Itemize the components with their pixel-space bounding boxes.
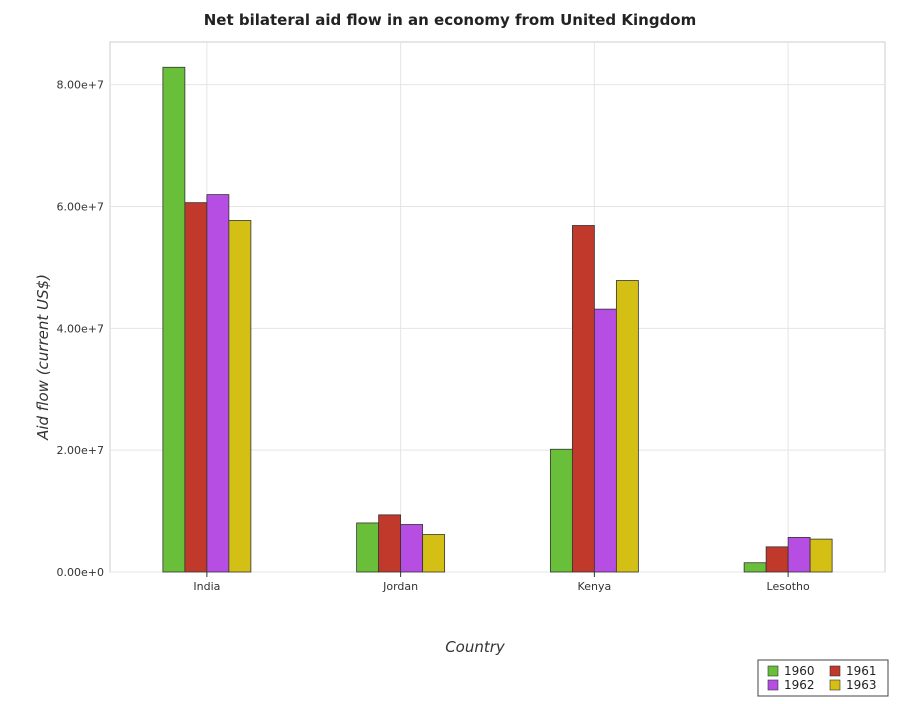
bar-1961-lesotho	[765, 546, 789, 573]
bar-1962-kenya	[593, 308, 617, 573]
bar-1962-india	[206, 194, 230, 573]
legend-swatch-1961	[829, 665, 841, 677]
y-tick-label: 2.00e+7	[57, 444, 104, 457]
legend-swatch-1960	[767, 665, 779, 677]
bar-1963-lesotho	[809, 538, 833, 573]
bar-1961-india	[184, 202, 208, 573]
x-axis-title: Country	[445, 638, 506, 656]
y-axis-title: Aid flow (current US$)	[34, 274, 52, 441]
bar-1960-kenya	[549, 448, 573, 573]
x-tick-label: Lesotho	[767, 580, 810, 593]
bar-1960-india	[162, 66, 186, 573]
legend-label-1960: 1960	[784, 664, 815, 678]
bars	[162, 66, 833, 573]
x-tick-label: Kenya	[578, 580, 612, 593]
bar-1961-kenya	[571, 225, 595, 573]
bar-1961-jordan	[378, 514, 402, 573]
legend: 1960 1961 1962 1963	[757, 659, 889, 697]
bar-1963-kenya	[615, 280, 639, 573]
y-tick-label: 0.00e+0	[57, 566, 104, 579]
legend-label-1963: 1963	[846, 678, 877, 692]
bar-1963-jordan	[422, 534, 446, 573]
y-tick-label: 4.00e+7	[57, 322, 104, 335]
bar-1960-jordan	[356, 522, 380, 573]
bar-1962-jordan	[400, 524, 424, 573]
legend-label-1962: 1962	[784, 678, 815, 692]
bar-1963-india	[228, 220, 252, 573]
chart-title: Net bilateral aid flow in an economy fro…	[204, 11, 697, 29]
axes: 0.00e+0 2.00e+7 4.00e+7 6.00e+7 8.00e+7 India…	[57, 79, 810, 593]
legend-swatch-1963	[829, 679, 841, 691]
y-tick-label: 6.00e+7	[57, 200, 104, 213]
y-tick-label: 8.00e+7	[57, 79, 104, 92]
legend-swatch-1962	[767, 679, 779, 691]
bar-1960-lesotho	[743, 562, 767, 573]
bar-1962-lesotho	[787, 536, 811, 573]
x-tick-label: India	[193, 580, 220, 593]
legend-label-1961: 1961	[846, 664, 877, 678]
x-tick-label: Jordan	[382, 580, 418, 593]
legend-box	[757, 659, 889, 697]
